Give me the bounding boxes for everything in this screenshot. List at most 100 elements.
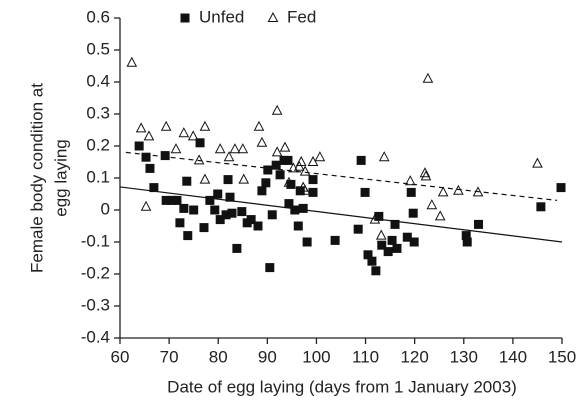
point <box>271 146 283 157</box>
point <box>210 205 220 215</box>
point <box>237 207 247 217</box>
point <box>170 143 182 154</box>
point <box>215 215 225 225</box>
point <box>175 218 185 228</box>
point <box>419 167 431 178</box>
point <box>556 183 566 193</box>
x-tick-label: 60 <box>111 347 130 366</box>
point <box>141 152 151 162</box>
y-tick-label: 0.2 <box>86 135 110 154</box>
point <box>437 186 449 197</box>
point <box>461 231 471 241</box>
point <box>302 237 312 247</box>
point <box>238 173 250 184</box>
point <box>392 243 402 253</box>
point <box>406 187 416 197</box>
point <box>375 229 387 240</box>
point <box>295 155 307 166</box>
point <box>263 165 273 175</box>
trend-line <box>119 186 563 243</box>
y-tick-label: 0.6 <box>86 7 110 26</box>
x-axis-label: Date of egg laying (days from 1 January … <box>167 377 517 396</box>
point <box>360 187 370 197</box>
point <box>284 199 294 209</box>
x-tick-label: 120 <box>400 347 428 366</box>
point <box>409 237 419 247</box>
point <box>229 143 241 154</box>
point <box>134 141 144 151</box>
y-tick-label: 0.4 <box>86 71 110 90</box>
point <box>160 151 170 161</box>
point <box>149 183 159 193</box>
point <box>299 165 311 176</box>
point <box>135 122 147 133</box>
point <box>214 143 226 154</box>
point <box>387 235 397 245</box>
point <box>271 104 283 115</box>
point <box>225 192 235 202</box>
point <box>145 163 155 173</box>
point <box>290 205 300 215</box>
point <box>232 243 242 253</box>
y-tick-label: 0.1 <box>86 167 110 186</box>
y-tick-label: -0.4 <box>81 327 110 346</box>
y-tick-label: -0.3 <box>81 295 110 314</box>
point <box>189 205 199 215</box>
point <box>253 120 265 131</box>
point <box>356 155 366 165</box>
point <box>363 250 373 260</box>
point <box>187 130 199 141</box>
y-axis-label: egg laying <box>51 139 70 217</box>
point <box>404 175 416 186</box>
point <box>179 203 189 213</box>
y-tick-label: 0.3 <box>86 103 110 122</box>
point <box>462 237 472 247</box>
trend-line <box>125 151 558 201</box>
legend-label: Fed <box>287 7 316 26</box>
x-tick-label: 110 <box>352 347 379 366</box>
point <box>271 160 281 170</box>
point <box>227 208 237 218</box>
point <box>367 256 377 266</box>
point <box>160 120 172 131</box>
x-tick-label: 130 <box>450 347 478 366</box>
point <box>126 56 138 67</box>
point <box>453 184 464 195</box>
y-tick-label: -0.2 <box>81 263 110 282</box>
point <box>283 155 293 165</box>
point <box>167 195 177 205</box>
legend-marker <box>267 11 279 22</box>
point <box>182 176 192 186</box>
point <box>256 136 268 147</box>
x-tick-label: 100 <box>302 347 330 366</box>
point <box>199 120 211 131</box>
point <box>261 178 271 188</box>
legend-label: Unfed <box>199 7 244 26</box>
x-tick-label: 80 <box>209 347 228 366</box>
point <box>213 189 223 199</box>
point <box>205 195 215 205</box>
point <box>283 176 295 187</box>
point <box>536 202 546 212</box>
point <box>330 235 340 245</box>
point <box>298 203 308 213</box>
point <box>532 157 543 168</box>
point <box>422 72 434 83</box>
y-tick-label: 0.5 <box>86 39 110 58</box>
point <box>246 215 256 225</box>
point <box>237 143 249 154</box>
x-tick-label: 140 <box>499 347 527 366</box>
point <box>420 170 432 181</box>
legend-marker <box>180 13 190 23</box>
point <box>199 173 211 184</box>
point <box>143 130 155 141</box>
point <box>377 240 387 250</box>
point <box>308 175 318 185</box>
point <box>293 160 305 171</box>
y-axis-label: Female body condition at <box>27 83 46 273</box>
point <box>474 219 484 229</box>
point <box>193 154 205 165</box>
point <box>267 210 277 220</box>
point <box>286 179 296 189</box>
point <box>257 186 267 196</box>
